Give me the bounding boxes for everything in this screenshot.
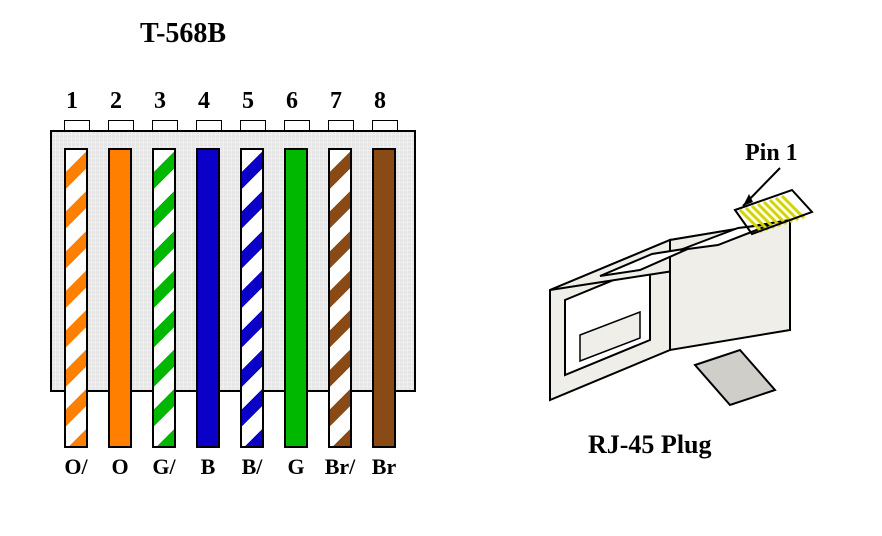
diagram-stage: T-568B 12345678 O/OG/BB/GBr/Br Pin 1 <box>0 0 882 536</box>
pin-number: 8 <box>368 88 392 115</box>
pin-number: 7 <box>324 88 348 115</box>
wire-2 <box>108 148 132 448</box>
plug-clip-icon <box>695 350 775 405</box>
wire-fill <box>110 150 130 446</box>
pin-number: 6 <box>280 88 304 115</box>
wire-fill <box>374 150 394 446</box>
pin-number: 1 <box>60 88 84 115</box>
pin-number: 3 <box>148 88 172 115</box>
wire-fill <box>198 150 218 446</box>
wire-fill <box>242 150 262 446</box>
wire-label: B/ <box>230 454 274 480</box>
title: T-568B <box>140 18 226 50</box>
wires <box>50 148 412 448</box>
wire-label: G <box>274 454 318 480</box>
rj45-label: RJ-45 Plug <box>588 430 712 460</box>
wire-7 <box>328 148 352 448</box>
wire-3 <box>152 148 176 448</box>
wire-fill <box>154 150 174 446</box>
wire-label: Br/ <box>318 454 362 480</box>
wire-label: Br <box>362 454 406 480</box>
wire-5 <box>240 148 264 448</box>
wire-6 <box>284 148 308 448</box>
wire-1 <box>64 148 88 448</box>
pin-number: 5 <box>236 88 260 115</box>
pin-number: 4 <box>192 88 216 115</box>
wire-label: B <box>186 454 230 480</box>
wire-fill <box>66 150 86 446</box>
rj45-plug <box>530 150 830 450</box>
wire-label: O/ <box>54 454 98 480</box>
wire-8 <box>372 148 396 448</box>
pin-numbers: 12345678 <box>60 88 392 115</box>
pin-number: 2 <box>104 88 128 115</box>
wire-label: O <box>98 454 142 480</box>
wire-4 <box>196 148 220 448</box>
wire-fill <box>286 150 306 446</box>
wire-fill <box>330 150 350 446</box>
wire-label: G/ <box>142 454 186 480</box>
